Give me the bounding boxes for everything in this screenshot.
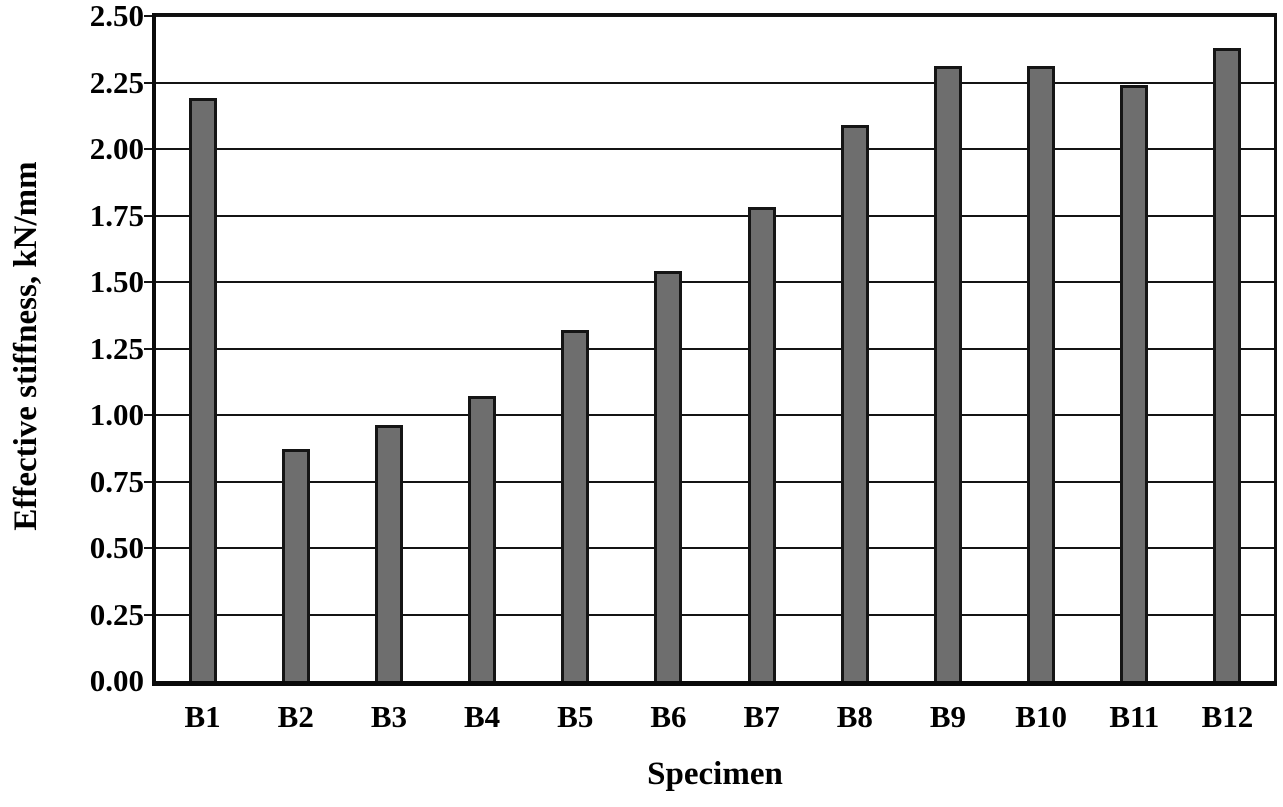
x-label-b6: B6 [650, 699, 687, 734]
x-label-b9: B9 [929, 699, 967, 734]
gridline-1.75 [144, 214, 1274, 217]
x-label-b2: B2 [277, 699, 314, 734]
y-tick-label-0.00: 0.00 [89, 663, 144, 698]
bar-slot-b11 [1088, 16, 1181, 681]
y-tick-label-1.75: 1.75 [89, 197, 144, 233]
x-label-b3: B3 [370, 699, 408, 734]
x-label-b11: B11 [1109, 699, 1160, 734]
plot-area [144, 13, 1277, 686]
y-tick-label-1.00: 1.00 [89, 397, 144, 432]
gridline-0.25 [144, 613, 1274, 616]
y-tick-label-0.25: 0.25 [89, 596, 144, 632]
plot-border-right [1274, 13, 1277, 686]
bar-b7 [747, 207, 776, 681]
bar-b8 [840, 124, 869, 681]
y-axis-tick-labels: 0.00 0.25 0.50 0.75 1.00 1.25 1.50 1.75 2.00 2.25… [0, 0, 144, 698]
bar-b2 [281, 449, 310, 681]
y-tick-label-2.25: 2.25 [89, 64, 144, 100]
y-tick-label-1.25: 1.25 [89, 330, 144, 366]
x-label-b8: B8 [836, 699, 873, 734]
bar-slot-b7 [715, 16, 808, 681]
gridline-1.00 [144, 414, 1274, 416]
y-tick-label-2.50: 2.50 [89, 0, 144, 33]
bar-b3 [374, 425, 403, 681]
x-label-b12: B12 [1201, 699, 1254, 734]
gridline-1.50 [144, 281, 1274, 283]
bar-slot-b3 [342, 16, 435, 681]
x-axis-category-labels: B1 B2 B3 B4 B5 B6 B7 B8 B9 B10 B11 B12 [156, 699, 1274, 735]
bar-slot-b2 [249, 16, 342, 681]
gridline-0.50 [144, 547, 1274, 549]
x-label-b4: B4 [464, 699, 501, 734]
x-axis-line [152, 681, 1277, 686]
bar-b12 [1213, 47, 1242, 681]
bar-slot-b8 [808, 16, 901, 681]
gridline-2.50 [144, 15, 1274, 17]
y-axis-line [152, 13, 156, 686]
bar-slot-b5 [529, 16, 622, 681]
bars-layer [156, 16, 1274, 681]
x-label-b1: B1 [184, 699, 221, 734]
bar-slot-b1 [156, 16, 249, 681]
bar-b4 [468, 396, 497, 681]
x-label-b10: B10 [1015, 699, 1067, 734]
bar-slot-b4 [436, 16, 529, 681]
y-tick-label-2.00: 2.00 [89, 131, 144, 166]
y-tick-label-0.50: 0.50 [89, 530, 144, 565]
gridline-1.25 [144, 347, 1274, 350]
gridline-0.75 [144, 480, 1274, 483]
bar-slot-b10 [995, 16, 1088, 681]
gridline-2.25 [144, 81, 1274, 84]
x-label-b5: B5 [557, 699, 594, 734]
y-tick-label-0.75: 0.75 [89, 463, 144, 499]
x-axis-title: Specimen [647, 756, 783, 792]
bar-b5 [561, 329, 590, 681]
plot-border-top [152, 13, 1277, 16]
bar-slot-b6 [622, 16, 715, 681]
bar-b10 [1027, 66, 1056, 681]
bar-slot-b12 [1181, 16, 1274, 681]
x-label-b7: B7 [743, 699, 780, 734]
gridline-2.00 [144, 148, 1274, 150]
bar-b9 [933, 66, 962, 681]
bar-b11 [1120, 84, 1149, 681]
y-tick-label-1.50: 1.50 [89, 264, 144, 299]
bar-b1 [188, 98, 217, 681]
bar-slot-b9 [901, 16, 994, 681]
bar-b6 [654, 271, 683, 681]
